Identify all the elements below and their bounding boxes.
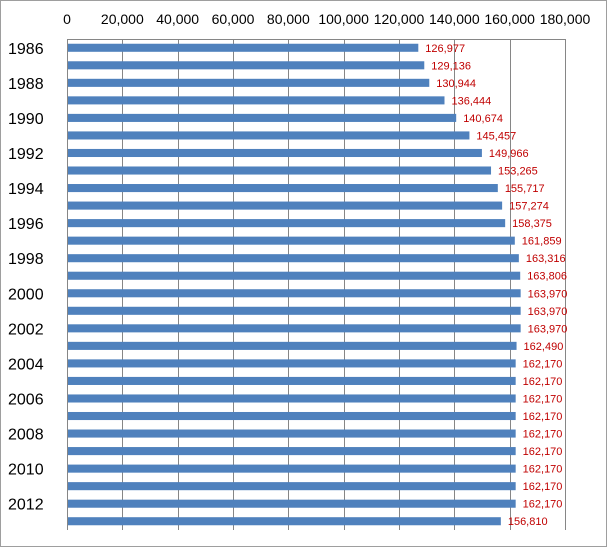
data-label: 136,444 [451,95,491,107]
bar [68,219,506,228]
bar [68,429,516,438]
x-tick-label: 100,000 [318,11,369,27]
data-label: 140,674 [463,113,503,125]
data-label: 156,810 [508,516,548,528]
data-label: 162,170 [523,429,563,441]
y-tick-label: 1990 [8,111,44,128]
bar [68,166,492,175]
data-label: 153,265 [498,166,538,178]
bar [68,464,516,473]
bar [68,96,445,105]
y-tick-label: 1986 [8,41,44,58]
x-tick-label: 160,000 [484,11,535,27]
data-label: 157,274 [509,201,549,213]
bar [68,517,501,526]
data-label: 162,170 [523,393,563,405]
bar [68,447,516,456]
data-label: 162,170 [523,358,563,370]
x-tick-label: 0 [63,11,71,27]
x-tick-label: 140,000 [429,11,480,27]
bar [68,482,516,491]
data-label: 163,316 [526,253,566,265]
y-tick-label: 2008 [8,427,44,444]
x-tick-label: 80,000 [267,11,310,27]
y-tick-label: 1996 [8,216,44,233]
data-label: 162,170 [523,464,563,476]
y-tick-label: 1988 [8,76,44,93]
y-tick-label: 2012 [8,497,44,514]
bar [68,236,515,245]
bar [68,201,503,210]
bar [68,289,521,298]
bar [68,113,457,122]
y-tick-label: 2004 [8,356,44,373]
data-label: 155,717 [505,183,545,195]
y-tick-label: 1998 [8,251,44,268]
data-label: 162,170 [523,499,563,511]
y-axis-tick-labels: 1986 1988 1990 1992 1994 1996 1998 2000 2002 2004… [8,41,44,514]
bar [68,43,419,52]
bar [68,324,521,333]
bar [68,271,521,280]
x-tick-label: 120,000 [374,11,425,27]
axes [67,39,565,530]
x-tick-label: 60,000 [212,11,255,27]
data-label: 130,944 [436,78,476,90]
bar [68,131,470,140]
data-label: 163,970 [528,306,568,318]
data-label: 163,806 [527,271,567,283]
x-tick-label: 40,000 [156,11,199,27]
bar [68,306,521,315]
bar [68,394,516,403]
data-label: 163,970 [528,288,568,300]
bar [68,254,519,263]
bar [68,184,498,193]
data-label: 162,170 [523,481,563,493]
x-tick-label: 180,000 [540,11,591,27]
bars [68,43,521,526]
x-tick-label: 20,000 [101,11,144,27]
bar [68,148,482,158]
y-tick-label: 2006 [8,391,44,408]
data-label: 129,136 [431,60,471,72]
data-label: 158,375 [512,218,552,230]
data-label: 161,859 [522,236,562,248]
data-label: 145,457 [476,130,516,142]
data-label: 162,490 [524,341,564,353]
data-labels: 126,977 129,136 130,944 136,444 140,674 145,4… [425,43,567,528]
data-label: 162,170 [523,376,563,388]
data-label: 162,170 [523,411,563,423]
y-tick-label: 2000 [8,286,44,303]
y-tick-label: 1992 [8,146,44,163]
y-tick-label: 2010 [8,462,44,479]
bar [68,341,517,350]
y-tick-label: 1994 [8,181,44,198]
bar [68,359,516,368]
data-label: 163,970 [528,323,568,335]
bar [68,499,516,508]
bar [68,78,430,87]
bar [68,376,516,385]
x-axis-tick-labels: 0 20,000 40,000 60,000 80,000 100,000 120,000 1… [63,11,590,27]
data-label: 126,977 [425,43,465,55]
bar [68,61,425,70]
y-tick-label: 2002 [8,321,44,338]
bar [68,411,516,421]
data-label: 162,170 [523,446,563,458]
data-label: 149,966 [489,148,529,160]
